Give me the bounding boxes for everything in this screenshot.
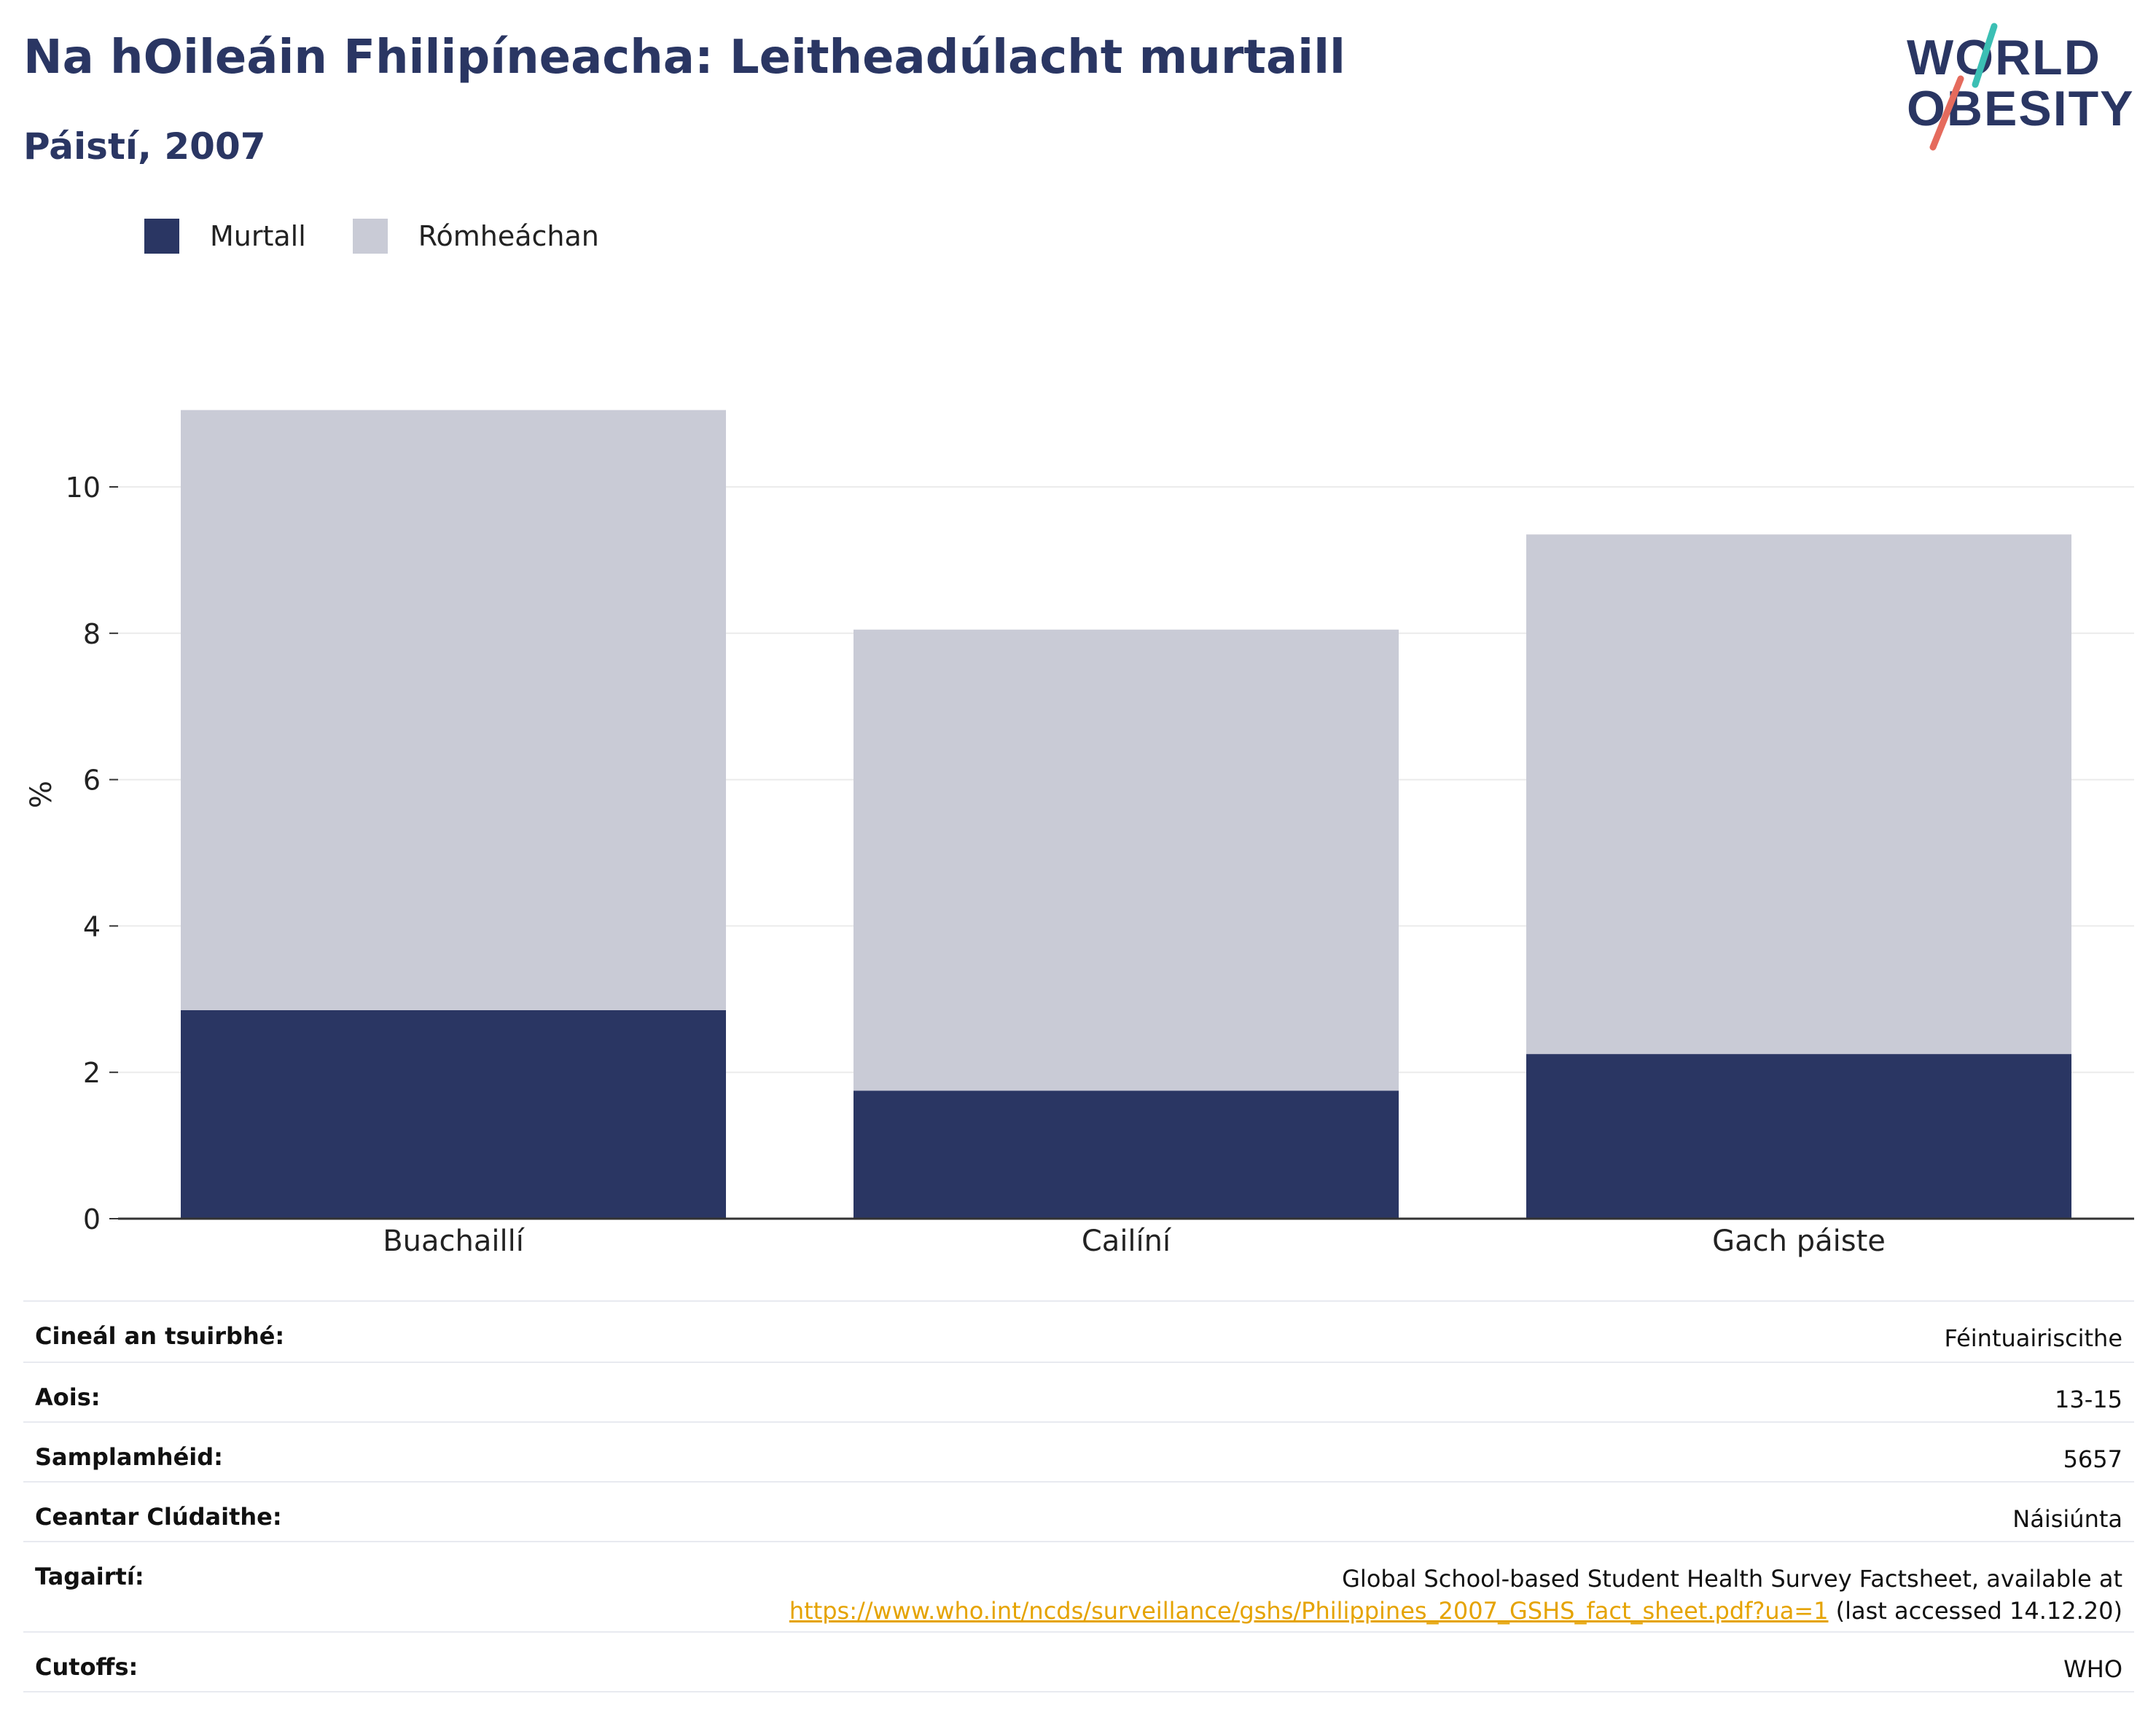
meta-value: Náisiúnta — [2012, 1505, 2122, 1533]
legend-item-overweight[interactable]: Rómheáchan — [352, 219, 599, 254]
legend-label-overweight: Rómheáchan — [418, 220, 599, 252]
meta-key: Samplamhéid: — [35, 1443, 223, 1471]
y-tick-label-8: 8 — [83, 618, 101, 650]
bars — [181, 410, 2071, 1219]
y-axis-label: % — [25, 781, 58, 808]
meta-row: Samplamhéid: 5657 — [23, 1421, 2134, 1481]
meta-value: WHO — [2063, 1655, 2122, 1683]
meta-value: Global School-based Student Health Surve… — [789, 1563, 2122, 1627]
bar-overweight-2[interactable] — [1526, 534, 2071, 1055]
meta-key: Tagairtí: — [35, 1563, 144, 1590]
y-tick-label-0: 0 — [83, 1203, 101, 1235]
meta-key: Cineál an tsuirbhé: — [35, 1322, 285, 1350]
reference-accessed: (last accessed 14.12.20) — [1828, 1597, 2122, 1625]
bar-overweight-0[interactable] — [181, 410, 726, 1010]
meta-row: Tagairtí: Global School-based Student Hea… — [23, 1541, 2134, 1631]
y-tick-label-6: 6 — [83, 765, 101, 797]
meta-key: Cutoffs: — [35, 1653, 138, 1681]
meta-value: Féintuairiscithe — [1944, 1324, 2122, 1352]
legend-item-obese[interactable]: Murtall — [144, 219, 306, 254]
legend-swatch-obese — [144, 219, 179, 254]
bar-overweight-1[interactable] — [854, 629, 1399, 1091]
legend-label-obese: Murtall — [210, 220, 306, 252]
logo-slash-teal — [1972, 23, 1998, 88]
meta-key: Ceantar Clúdaithe: — [35, 1503, 282, 1531]
stacked-bar-chart: 0 2 4 6 8 10 Buachaillí Cailíní Gach páiste % — [25, 410, 2134, 1258]
logo-slash-coral — [1929, 75, 1964, 151]
bar-obese-1[interactable] — [854, 1090, 1399, 1219]
meta-row: Cineál an tsuirbhé: Féintuairiscithe — [23, 1300, 2134, 1362]
world-obesity-logo: WORLD OBESITY — [1907, 23, 2133, 151]
metadata-table: Cineál an tsuirbhé: Féintuairiscithe Aois:… — [23, 1300, 2134, 1692]
logo-line1: WORLD — [1907, 30, 2101, 85]
x-tick-label-1: Cailíní — [1082, 1225, 1172, 1258]
y-tick-label-4: 4 — [83, 910, 101, 942]
reference-text: Global School-based Student Health Surve… — [1342, 1565, 2122, 1593]
y-tick-label-10: 10 — [66, 472, 101, 504]
bar-obese-2[interactable] — [1526, 1054, 2071, 1219]
meta-value: 13-15 — [2055, 1386, 2122, 1413]
reference-link[interactable]: https://www.who.int/ncds/surveillance/gs… — [789, 1597, 1829, 1625]
x-tick-labels: Buachaillí Cailíní Gach páiste — [383, 1225, 1886, 1258]
x-tick-label-0: Buachaillí — [383, 1225, 526, 1258]
meta-row: Cutoffs: WHO — [23, 1631, 2134, 1692]
bar-obese-0[interactable] — [181, 1009, 726, 1219]
meta-key: Aois: — [35, 1383, 101, 1411]
meta-value: 5657 — [2063, 1445, 2122, 1473]
y-tick-label-2: 2 — [83, 1057, 101, 1089]
page-subtitle: Páistí, 2007 — [23, 125, 266, 168]
meta-row: Ceantar Clúdaithe: Náisiúnta — [23, 1481, 2134, 1541]
chart-legend: Murtall Rómheáchan — [144, 216, 646, 257]
meta-row: Aois: 13-15 — [23, 1362, 2134, 1421]
legend-swatch-overweight — [352, 219, 388, 254]
x-tick-label-2: Gach páiste — [1712, 1225, 1886, 1258]
y-tick-labels: 0 2 4 6 8 10 — [66, 472, 118, 1235]
page-title: Na hOileáin Fhilipíneacha: Leitheadúlach… — [23, 31, 1345, 85]
